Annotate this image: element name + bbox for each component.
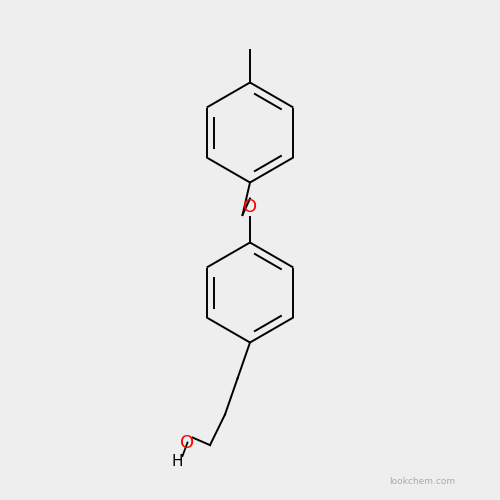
Text: O: O <box>180 434 194 452</box>
Text: H: H <box>172 454 183 468</box>
Text: lookchem.com: lookchem.com <box>390 476 456 486</box>
Text: O: O <box>243 198 257 216</box>
